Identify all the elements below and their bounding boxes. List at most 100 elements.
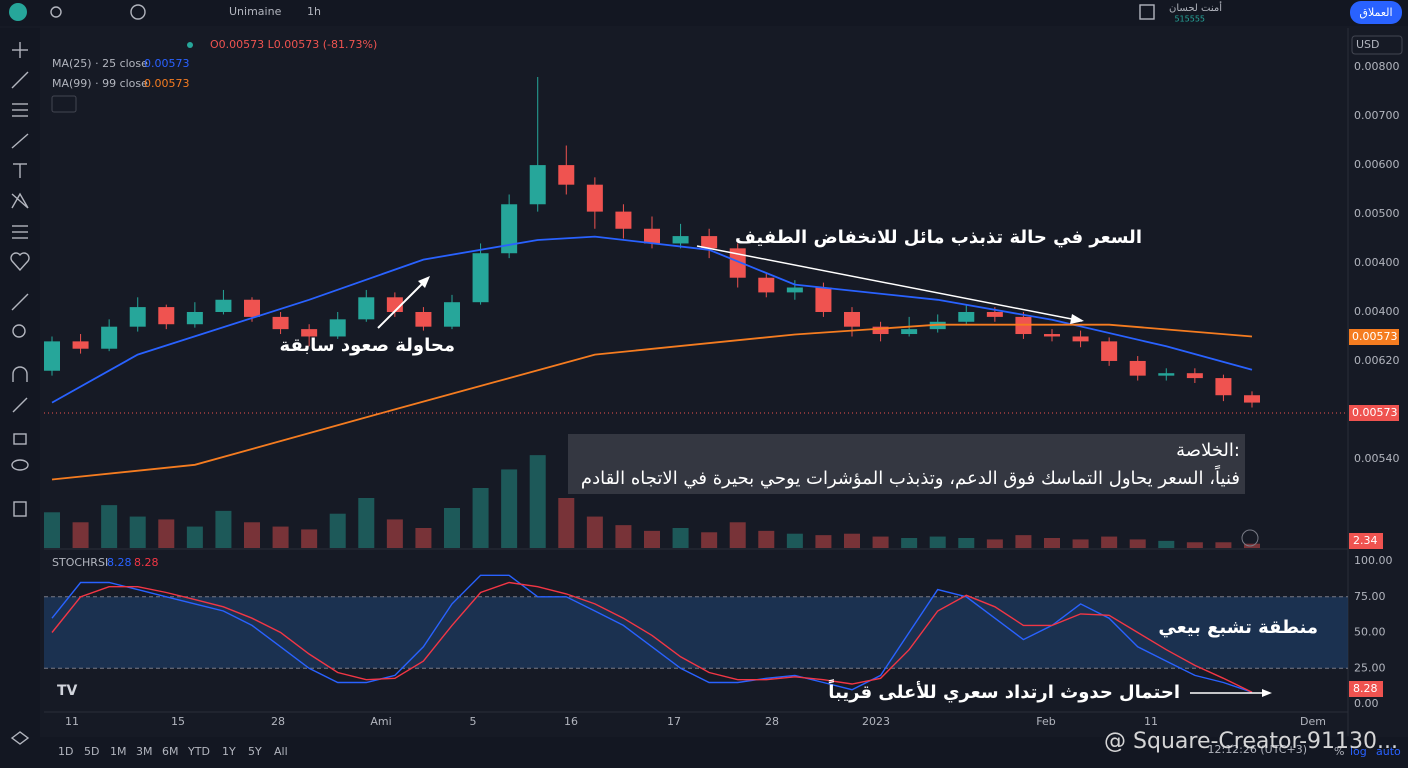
trend-arrow-head [1070, 314, 1084, 324]
auto-toggle[interactable]: auto [1376, 745, 1401, 758]
range-button[interactable]: 5Y [248, 745, 262, 758]
range-button[interactable]: 1Y [222, 745, 236, 758]
price-tag [1349, 405, 1399, 421]
percent-toggle[interactable]: % [1334, 745, 1344, 758]
candle-body [329, 319, 346, 337]
range-button[interactable]: 3M [136, 745, 153, 758]
candle-body [958, 311, 975, 322]
stoch-tick-label: 0.00 [1354, 697, 1379, 710]
ma99-legend: MA(99) · 99 close [52, 77, 148, 90]
time-tick-label: Feb [1036, 715, 1055, 728]
range-button[interactable]: 1D [58, 745, 73, 758]
time-tick-label: 16 [564, 715, 578, 728]
main-button[interactable] [1350, 1, 1402, 24]
volume-bar [844, 533, 860, 548]
volume-bar [44, 512, 60, 548]
range-button[interactable]: All [274, 745, 288, 758]
currency-box[interactable] [1351, 35, 1403, 55]
range-button[interactable]: 5D [84, 745, 99, 758]
candle-body [1129, 360, 1146, 376]
range-button[interactable]: YTD [187, 745, 210, 758]
volume-bar [815, 535, 832, 548]
candle-body [301, 329, 318, 337]
volume-bar [186, 526, 203, 548]
time-tick-label: 15 [171, 715, 185, 728]
volume-bar [1101, 536, 1118, 548]
currency[interactable]: USD [1356, 38, 1380, 51]
user-name[interactable]: أمنت لحسان [1169, 1, 1222, 14]
price-tick-label: 0.00540 [1354, 452, 1400, 465]
time-tick-label: 28 [765, 715, 779, 728]
stoch-line [51, 581, 1253, 693]
candle-body [986, 311, 1003, 317]
candle-body [158, 307, 175, 325]
volume-bar [472, 488, 489, 548]
symbol[interactable]: Unimaine [229, 5, 282, 18]
bottom-bar [40, 737, 1408, 768]
stoch-tick-label: 75.00 [1354, 590, 1386, 603]
clock: 12:12:26 (UTC+3) [1207, 743, 1307, 756]
price-tick-label: 0.00400 [1354, 305, 1400, 318]
volume-bar [329, 513, 346, 548]
moving-average [51, 323, 1253, 481]
volume-bar [101, 505, 118, 548]
summary-title: الخلاصة: [1176, 440, 1240, 461]
search-icon[interactable] [50, 6, 62, 18]
stoch-band [44, 596, 1348, 669]
main-button-label[interactable]: العملاق [1359, 6, 1392, 19]
volume-bar [158, 519, 175, 548]
candle-body [358, 297, 375, 320]
ma25-legend: MA(25) · 25 close [52, 57, 148, 70]
volume-bar [501, 469, 518, 548]
stoch-tick-label: 100.00 [1354, 554, 1393, 567]
trend-note: السعر في حالة تذبذب مائل للانخفاض الطفيف [735, 227, 1142, 248]
volume-bar [1186, 542, 1203, 548]
volume-bar [301, 529, 318, 548]
collapse-legend[interactable] [51, 95, 77, 113]
volume-bar [386, 519, 403, 548]
volume-tag [1349, 533, 1383, 549]
layout-icon[interactable] [1139, 4, 1155, 20]
volume-bar [729, 522, 746, 548]
add-symbol[interactable] [130, 4, 146, 20]
range-button[interactable]: 1M [110, 745, 127, 758]
volume-bar [1044, 538, 1060, 548]
interval[interactable]: 1h [307, 5, 321, 18]
candle-body [415, 311, 432, 327]
price-tick-label: 0.00400 [1354, 256, 1400, 269]
candle-body [529, 165, 546, 205]
time-tick-label: 5 [470, 715, 477, 728]
candle-body [1158, 373, 1175, 376]
candle-body [186, 311, 203, 325]
volume-bar [529, 455, 546, 548]
candle-body [1186, 373, 1203, 379]
time-tick-label: 11 [1144, 715, 1158, 728]
lightning-icon[interactable] [1241, 529, 1259, 547]
candle-body [815, 287, 832, 312]
candle-body [244, 299, 260, 317]
candle-body [272, 316, 289, 330]
prior-arrow [377, 279, 427, 329]
volume-bar [758, 530, 775, 548]
ma25-value: 0.00573 [144, 57, 190, 70]
price-tick-label: 0.00700 [1354, 109, 1400, 122]
volume-bar [929, 536, 946, 548]
volume-bar [586, 516, 603, 548]
time-tick-label: 2023 [862, 715, 890, 728]
top-bar [0, 0, 1408, 26]
drawing-tools[interactable] [10, 42, 30, 745]
volume-bar [701, 532, 718, 548]
prior-note: محاولة صعود سابقة [280, 335, 455, 356]
candle-body [901, 329, 918, 335]
avatar[interactable] [9, 3, 27, 21]
ma99-value: 0.00573 [144, 77, 190, 90]
ma99-tag [1349, 329, 1399, 345]
rebound-note: احتمال حدوث ارتداد سعري للأعلى قريباً [828, 679, 1180, 703]
volume-bar [672, 528, 689, 548]
log-toggle[interactable]: log [1350, 745, 1367, 758]
stoch-d-value: 8.28 [134, 556, 159, 569]
volume-bar [72, 522, 89, 548]
candle-body [758, 277, 775, 293]
range-button[interactable]: 6M [162, 745, 179, 758]
